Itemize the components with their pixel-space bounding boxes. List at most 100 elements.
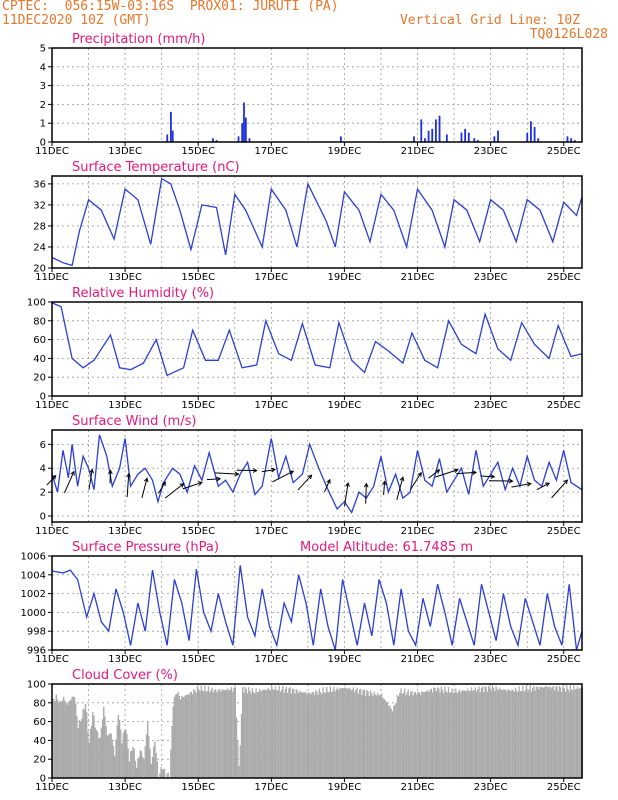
panel-title: Surface Temperature (nC)	[72, 160, 240, 175]
cloud-cover-bar	[545, 687, 547, 778]
cloud-cover-bar	[224, 689, 227, 778]
cloud-cover-bar	[388, 706, 390, 778]
wind-arrowhead	[197, 481, 203, 486]
cloud-cover-bar	[213, 690, 216, 778]
cloud-cover-bar	[511, 689, 513, 778]
cloud-cover-bar	[133, 748, 135, 778]
cloud-cover-bar	[386, 703, 389, 778]
cloud-cover-bar	[73, 696, 76, 778]
cloud-cover-bar	[181, 695, 183, 778]
cloud-cover-bar	[162, 768, 165, 778]
x-tick-label: 23DEC	[474, 526, 508, 537]
y-tick-label: 20	[33, 755, 46, 766]
cloud-cover-bar	[358, 689, 361, 778]
cloud-cover-bar	[285, 686, 288, 778]
cloud-cover-bar	[316, 691, 318, 778]
cloud-cover-bar	[419, 694, 422, 778]
cloud-cover-bar	[555, 686, 557, 778]
precip-bar	[438, 115, 441, 142]
y-tick-label: 4	[40, 62, 46, 73]
wind-arrow	[297, 474, 312, 491]
cloud-cover-bar	[240, 714, 243, 778]
series-line	[51, 565, 583, 651]
wind-arrow	[64, 471, 75, 494]
cloud-cover-bar	[556, 686, 558, 778]
cloud-cover-bar	[312, 691, 314, 778]
cloud-cover-bar	[578, 688, 580, 778]
cloud-cover-bar	[489, 687, 491, 778]
cloud-cover-bar	[469, 690, 471, 778]
x-tick-label: 11DEC	[35, 272, 69, 283]
cloud-cover-bar	[278, 685, 280, 778]
header-grid-note: Vertical Grid Line: 10Z	[399, 13, 580, 28]
cloud-cover-bar	[86, 712, 88, 778]
precip-bar	[533, 126, 536, 142]
cloud-cover-bar	[365, 695, 367, 778]
y-tick-label: 100	[27, 298, 46, 309]
cloud-cover-bar	[132, 747, 134, 778]
cloud-cover-bar	[260, 691, 262, 778]
panel-frame	[51, 175, 583, 269]
cloud-cover-bar	[154, 741, 156, 778]
wind-arrow	[480, 475, 495, 478]
cloud-cover-bar	[178, 695, 180, 778]
cloud-cover-bar	[75, 703, 77, 778]
wind-arrowhead	[126, 472, 131, 478]
chart-panel-1: 0 1 2 3 4 5 11DEC 13DEC 15DEC 17DEC 19DEC 21DEC 23DE…	[35, 32, 583, 157]
cloud-cover-bar	[144, 746, 146, 778]
cloud-cover-bar	[128, 762, 131, 778]
cloud-cover-bar	[373, 691, 375, 778]
precip-bar	[248, 138, 251, 142]
wind-arrowhead	[345, 481, 350, 487]
cloud-cover-bar	[71, 696, 73, 778]
cloud-cover-bar	[536, 686, 539, 778]
cloud-cover-bar	[372, 695, 374, 778]
wind-arrowhead	[417, 471, 422, 477]
cloud-cover-bar	[101, 719, 104, 778]
cloud-cover-bar	[472, 690, 474, 778]
cloud-cover-bar	[334, 691, 336, 778]
y-tick-label: 20	[33, 373, 46, 384]
cloud-cover-bar	[125, 729, 127, 778]
wind-arrow	[536, 482, 550, 491]
cloud-cover-bar	[317, 694, 319, 778]
x-tick-label: 21DEC	[401, 272, 435, 283]
y-tick-label: 20	[33, 264, 46, 275]
cloud-cover-bar	[503, 689, 506, 778]
panel-title: Surface Wind (m/s)	[72, 414, 196, 429]
cloud-cover-bar	[211, 687, 213, 778]
cloud-cover-bar	[300, 691, 302, 778]
wind-arrow	[343, 482, 349, 507]
precip-bar	[566, 136, 569, 142]
cloud-cover-bar	[261, 690, 263, 778]
cloud-cover-bar	[510, 691, 512, 778]
y-tick-label: 36	[33, 179, 46, 190]
cloud-cover-bar	[341, 688, 344, 778]
cloud-cover-bar	[505, 689, 507, 778]
cloud-cover-bar	[408, 695, 411, 778]
series-line	[51, 434, 583, 514]
precip-bar	[473, 138, 476, 142]
wind-arrow	[182, 481, 203, 490]
cloud-cover-bar	[256, 692, 258, 778]
cloud-cover-bar	[449, 692, 451, 778]
x-tick-label: 21DEC	[401, 654, 435, 665]
wind-arrowhead	[472, 470, 478, 475]
y-tick-label: 0	[40, 138, 46, 149]
cloud-cover-bar	[176, 694, 178, 778]
y-tick-label: 60	[33, 717, 46, 728]
cloud-cover-bar	[500, 689, 502, 778]
wind-arrowhead	[252, 468, 258, 473]
cloud-cover-bar	[405, 695, 407, 778]
cloud-cover-bar	[196, 686, 199, 778]
precip-bar	[497, 130, 499, 142]
cloud-cover-bar	[84, 704, 87, 778]
wind-arrowhead	[382, 480, 387, 486]
cloud-cover-bar	[76, 716, 78, 778]
cloud-cover-bar	[67, 702, 70, 778]
cloud-cover-bar	[428, 691, 430, 778]
x-tick-label: 15DEC	[181, 146, 215, 157]
cloud-cover-bar	[112, 745, 115, 778]
wind-arrow	[272, 470, 294, 483]
cloud-cover-bar	[205, 691, 207, 778]
